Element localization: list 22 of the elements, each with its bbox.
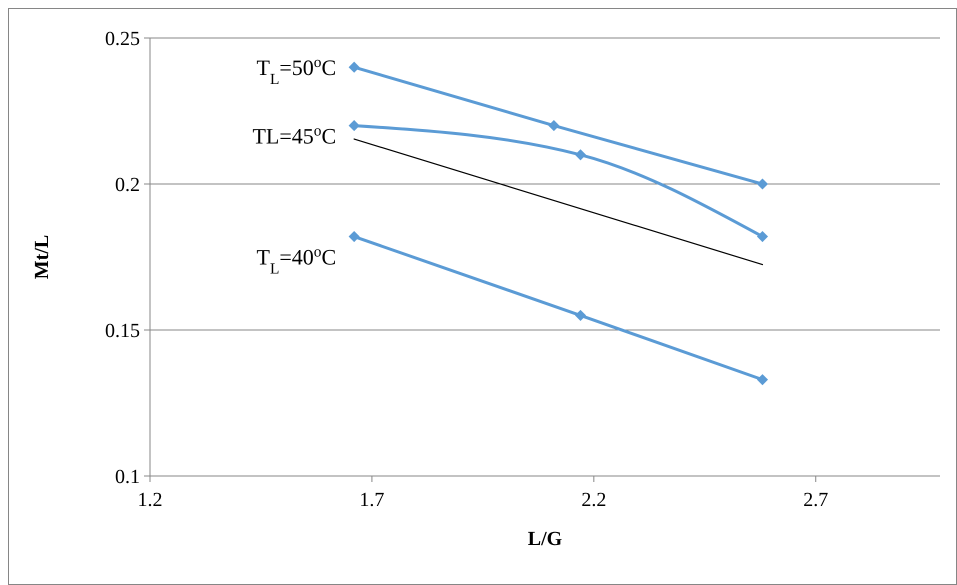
series-label: T$_{L}$=40$^{o}$C [256, 243, 336, 278]
y-tick-label: 0.1 [115, 466, 140, 488]
point [574, 310, 586, 321]
series-label: T$_{L}$=50$^{o}$C [256, 54, 336, 88]
point [756, 231, 768, 242]
y-tick-label: 0.2 [115, 174, 140, 196]
x-axis-title: L/G [528, 528, 563, 550]
x-tick-label: 1.2 [138, 489, 162, 511]
y-tick-label: 0.25 [105, 28, 140, 50]
y-axis-title: Mt/L [31, 234, 53, 280]
point [348, 62, 360, 73]
point [348, 120, 360, 132]
series-label: TL=45$^{o}$C [252, 122, 336, 149]
point [574, 149, 586, 160]
point [348, 231, 360, 242]
point [756, 374, 768, 386]
point [756, 178, 768, 190]
x-tick-label: 1.7 [359, 489, 384, 511]
x-tick-label: 2.2 [581, 489, 606, 511]
point [548, 120, 560, 132]
x-tick-label: 2.7 [803, 489, 828, 511]
y-tick-label: 0.15 [105, 320, 140, 342]
